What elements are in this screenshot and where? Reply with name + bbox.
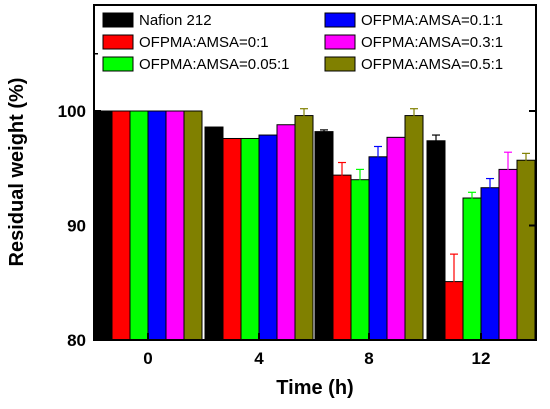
bar-ofpma-amsa-0-1-1-4h	[258, 134, 278, 341]
bar-ofpma-amsa-0-1-1-12h	[480, 187, 500, 341]
y-tick-label-100: 100	[58, 102, 86, 121]
legend-swatch-nafion-212	[102, 12, 134, 28]
error-bar-ofpma-amsa-0-5-1-8h	[410, 108, 418, 124]
bar-ofpma-amsa-0-1-1-0h	[147, 110, 167, 341]
bar-ofpma-amsa-0-5-1-0h	[183, 110, 203, 341]
bar-ofpma-amsa-0-05-1-12h	[462, 197, 482, 341]
error-bar-nafion-212-8h	[320, 129, 328, 134]
error-bar-ofpma-amsa-0-3-1-12h	[504, 151, 512, 188]
x-axis-title: Time (h)	[276, 377, 353, 399]
bar-nafion-212-4h	[204, 126, 224, 341]
error-bar-ofpma-amsa-0-05-1-12h	[468, 191, 476, 205]
bar-nafion-212-8h	[314, 131, 334, 341]
error-bar-nafion-212-12h	[432, 134, 440, 148]
bar-ofpma-amsa-0-3-1-4h	[276, 124, 296, 341]
legend-swatch-ofpma-amsa-0-3-1	[324, 34, 356, 50]
error-bar-ofpma-amsa-0-05-1-8h	[356, 168, 364, 191]
bar-ofpma-amsa-0-1-0h	[111, 110, 131, 341]
legend-label-ofpma-amsa-0-5-1: OFPMA:AMSA=0.5:1	[361, 56, 503, 73]
error-bar-ofpma-amsa-0-1-12h	[450, 253, 458, 310]
x-tick-label-0: 0	[143, 349, 152, 368]
bar-ofpma-amsa-0-3-1-12h	[498, 168, 518, 341]
bar-ofpma-amsa-0-05-1-8h	[350, 179, 370, 341]
legend-label-ofpma-amsa-0-1: OFPMA:AMSA=0:1	[139, 34, 269, 51]
error-bars-layer	[300, 108, 530, 310]
bar-ofpma-amsa-0-5-1-4h	[294, 115, 314, 341]
bar-ofpma-amsa-0-3-1-8h	[386, 136, 406, 341]
y-tick-label-90: 90	[67, 217, 86, 236]
y-axis-title: Residual weight (%)	[6, 78, 28, 267]
error-bar-ofpma-amsa-0-5-1-4h	[300, 108, 308, 124]
legend-swatch-ofpma-amsa-0-5-1	[324, 56, 356, 72]
legend-swatch-ofpma-amsa-0-05-1	[102, 56, 134, 72]
legend-label-nafion-212: Nafion 212	[139, 12, 212, 29]
legend-item-nafion-212: Nafion 212	[102, 12, 212, 29]
bar-ofpma-amsa-0-05-1-0h	[129, 110, 149, 341]
y-tick-label-80: 80	[67, 331, 86, 350]
x-tick-label-12: 12	[472, 349, 491, 368]
plot-frame	[93, 4, 537, 341]
bar-ofpma-amsa-0-1-4h	[222, 137, 242, 341]
legend-item-ofpma-amsa-0-5-1: OFPMA:AMSA=0.5:1	[324, 56, 503, 73]
legend-swatch-ofpma-amsa-0-1-1	[324, 12, 356, 28]
bar-nafion-212-12h	[426, 140, 446, 341]
bar-ofpma-amsa-0-3-1-0h	[165, 110, 185, 341]
error-bar-ofpma-amsa-0-1-8h	[338, 161, 346, 189]
legend-item-ofpma-amsa-0-3-1: OFPMA:AMSA=0.3:1	[324, 34, 503, 51]
bar-ofpma-amsa-0-05-1-4h	[240, 137, 260, 341]
legend-swatch-ofpma-amsa-0-1	[102, 34, 134, 50]
legend-label-ofpma-amsa-0-3-1: OFPMA:AMSA=0.3:1	[361, 34, 503, 51]
legend: Nafion 212 OFPMA:AMSA=0:1 OFPMA:AMSA=0.05:…	[102, 12, 503, 73]
legend-item-ofpma-amsa-0-05-1: OFPMA:AMSA=0.05:1	[102, 56, 289, 73]
error-bar-ofpma-amsa-0-5-1-12h	[522, 152, 530, 168]
x-tick-label-4: 4	[254, 349, 264, 368]
error-bar-ofpma-amsa-0-1-1-8h	[374, 145, 382, 168]
axes-layer: 80 90 100 0 4 8 12	[58, 53, 536, 368]
legend-item-ofpma-amsa-0-1: OFPMA:AMSA=0:1	[102, 34, 269, 51]
bars-layer	[93, 110, 536, 341]
bar-ofpma-amsa-0-1-1-8h	[368, 156, 388, 341]
legend-label-ofpma-amsa-0-05-1: OFPMA:AMSA=0.05:1	[139, 56, 289, 73]
legend-label-ofpma-amsa-0-1-1: OFPMA:AMSA=0.1:1	[361, 12, 503, 29]
x-tick-label-8: 8	[364, 349, 373, 368]
bar-ofpma-amsa-0-5-1-8h	[404, 115, 424, 341]
legend-item-ofpma-amsa-0-1-1: OFPMA:AMSA=0.1:1	[324, 12, 503, 29]
bar-ofpma-amsa-0-5-1-12h	[516, 159, 536, 341]
error-bar-ofpma-amsa-0-1-1-12h	[486, 177, 494, 198]
bar-ofpma-amsa-0-1-8h	[332, 174, 352, 341]
